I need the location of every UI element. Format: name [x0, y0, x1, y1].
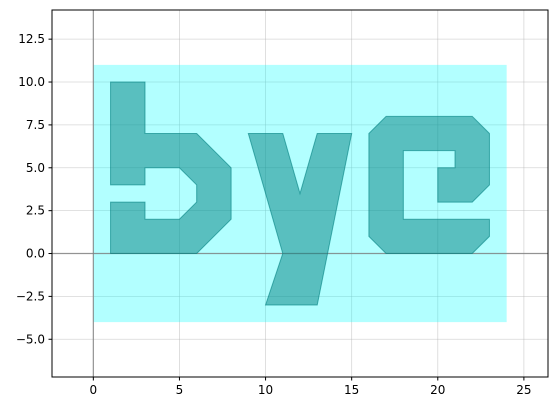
y-tick-label: 2.5	[26, 204, 45, 218]
x-tick-label: 0	[90, 383, 98, 397]
x-tick-label: 10	[258, 383, 273, 397]
shape-layer	[110, 81, 490, 306]
x-tick-label: 15	[344, 383, 359, 397]
y-tick-label: 5.0	[26, 161, 45, 175]
x-axis-ticks: 0 5 10 15 20 25	[90, 377, 532, 397]
x-tick-label: 20	[430, 383, 445, 397]
letter-b	[110, 81, 232, 255]
plot-frame	[51, 9, 549, 378]
y-tick-label: 10.0	[18, 75, 45, 89]
letter-y	[247, 132, 353, 306]
y-tick-label: 0.0	[26, 247, 45, 261]
y-tick-label: 7.5	[26, 118, 45, 132]
x-tick-label: 25	[516, 383, 531, 397]
y-axis-ticks: −5.0 −2.5 0.0 2.5 5.0 7.5 10.0 12.5	[16, 32, 52, 346]
x-tick-label: 5	[176, 383, 184, 397]
y-tick-label: 12.5	[18, 32, 45, 46]
letter-e	[368, 115, 490, 255]
y-tick-label: −5.0	[16, 332, 45, 346]
axes: 0 5 10 15 20 25 −5.0 −2.5 0.0 2.5 5.0 7.5 10.0 12.5	[16, 9, 549, 397]
y-tick-label: −2.5	[16, 289, 45, 303]
